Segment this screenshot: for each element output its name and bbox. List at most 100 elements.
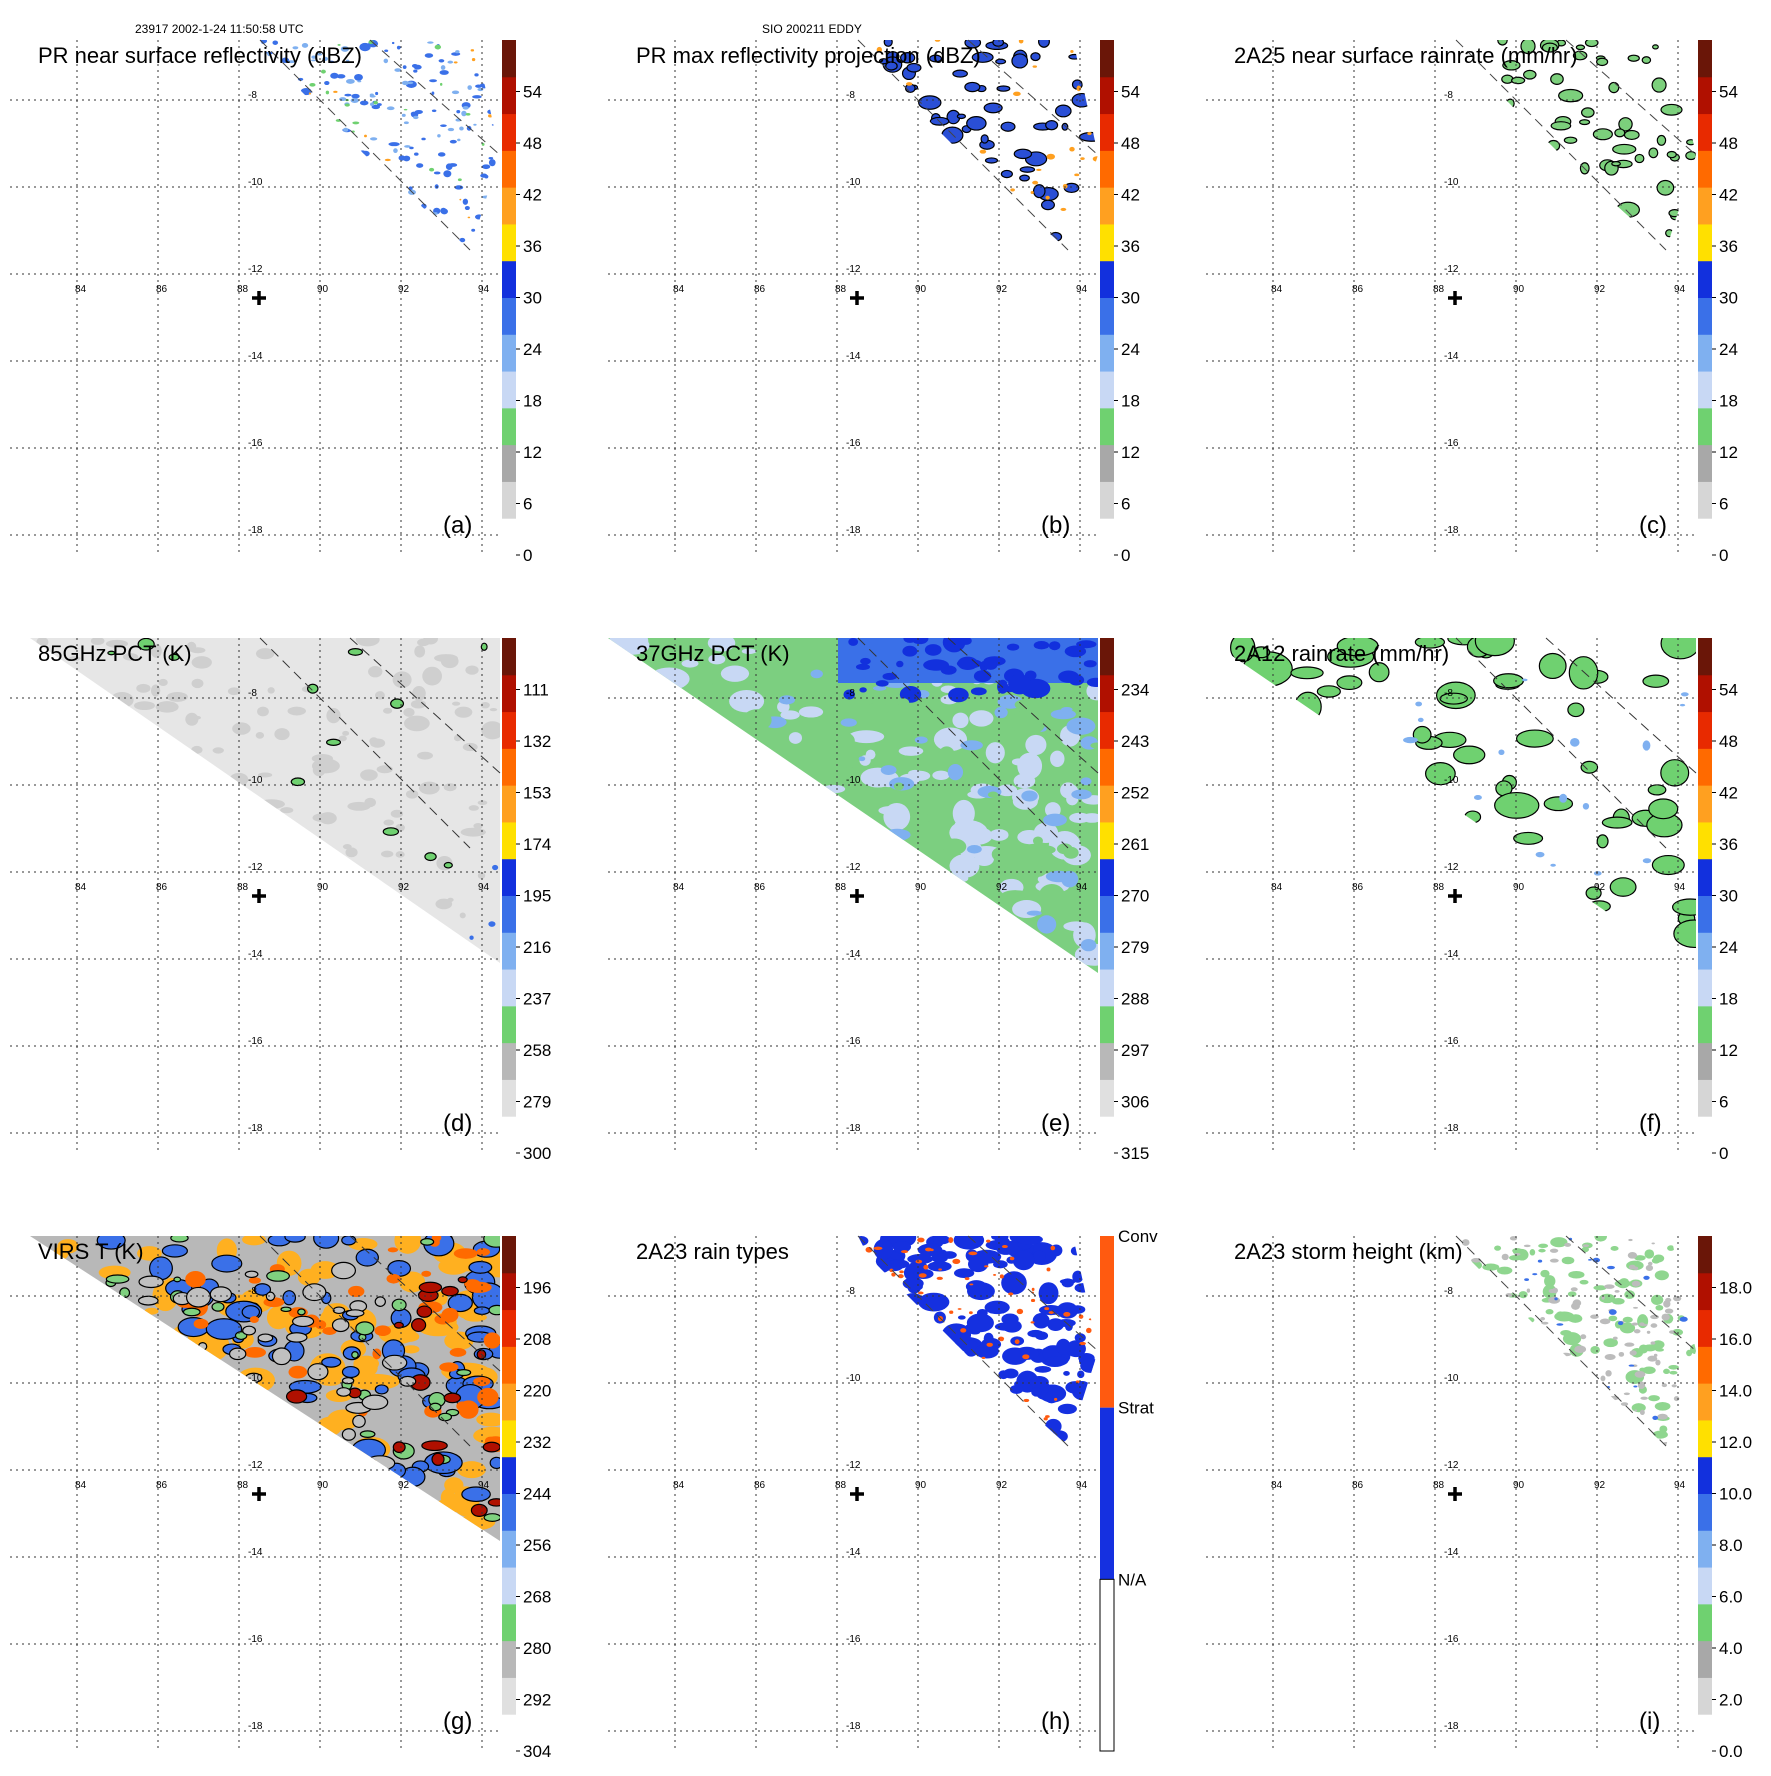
lon-tick-label: 86 xyxy=(754,882,766,893)
lat-tick-label: -8 xyxy=(846,688,855,699)
colorbar-label: 258 xyxy=(523,1041,551,1060)
lon-tick-label: 84 xyxy=(1271,882,1283,893)
colorbar-label: Conv xyxy=(1118,1227,1158,1246)
lon-tick-label: 92 xyxy=(1594,1480,1606,1491)
lat-tick-label: -8 xyxy=(248,90,257,101)
lat-tick-label: -18 xyxy=(248,1123,263,1134)
panel-title: 2A23 storm height (km) xyxy=(1234,1239,1463,1264)
colorbar-label: 208 xyxy=(523,1330,551,1349)
lon-tick-label: 90 xyxy=(1513,284,1525,295)
colorbar-label: 42 xyxy=(1121,186,1140,205)
lat-lon-grid xyxy=(1206,1236,1696,1751)
lat-tick-label: -16 xyxy=(1444,1036,1459,1047)
lat-tick-label: -14 xyxy=(846,949,861,960)
lon-tick-label: 92 xyxy=(996,882,1008,893)
tmi-swath xyxy=(1206,638,1696,973)
colorbar: 234 243 252 261 270 279 288 297 306 315 xyxy=(1100,638,1149,1163)
colorbar-label: 24 xyxy=(1121,340,1140,359)
colorbar: Conv Strat N/A xyxy=(1099,1227,1158,1752)
lat-tick-label: -10 xyxy=(846,775,861,786)
lon-tick-label: 84 xyxy=(75,284,87,295)
lat-tick-label: -12 xyxy=(846,862,861,873)
colorbar-label: 279 xyxy=(523,1093,551,1112)
colorbar-label: 54 xyxy=(1121,83,1140,102)
panel-title: 2A25 near surface rainrate (mm/hr) xyxy=(1234,43,1578,68)
panel-title: VIRS T (K) xyxy=(38,1239,144,1264)
lon-tick-label: 88 xyxy=(237,1480,249,1491)
colorbar-label: 18 xyxy=(523,392,542,411)
storm-center-marker xyxy=(1448,1487,1462,1501)
colorbar-label: 6 xyxy=(523,495,532,514)
lat-tick-label: -12 xyxy=(1444,1460,1459,1471)
swath-field xyxy=(609,638,1098,966)
lon-tick-label: 84 xyxy=(75,882,87,893)
lon-tick-label: 88 xyxy=(835,1480,847,1491)
lat-tick-label: -18 xyxy=(846,1123,861,1134)
lat-tick-label: -14 xyxy=(248,351,263,362)
lon-tick-label: 86 xyxy=(156,882,168,893)
colorbar-label: 220 xyxy=(523,1382,551,1401)
map-panel: 84 86 88 90 92 94 -8 -10 -12 -14 -16 -18 2A23 storm … xyxy=(1206,1235,1752,1761)
lat-tick-label: -8 xyxy=(846,90,855,101)
colorbar: 18.0 16.0 14.0 12.0 10.0 8.0 6.0 4.0 2.0 0.0 xyxy=(1698,1236,1752,1761)
lat-lon-grid xyxy=(1206,40,1696,555)
lat-lon-grid xyxy=(608,1236,1098,1751)
colorbar-label: 24 xyxy=(523,340,542,359)
lon-tick-label: 92 xyxy=(996,284,1008,295)
lat-tick-label: -18 xyxy=(248,525,263,536)
lat-tick-label: -16 xyxy=(1444,438,1459,449)
swath-field xyxy=(1230,638,1696,949)
lat-tick-label: -10 xyxy=(1444,775,1459,786)
panel-label: (h) xyxy=(1041,1708,1070,1735)
pr-swath xyxy=(260,40,496,243)
lat-tick-label: -18 xyxy=(1444,1123,1459,1134)
lon-tick-label: 88 xyxy=(1433,284,1445,295)
colorbar-label: 315 xyxy=(1121,1144,1149,1163)
lon-tick-label: 86 xyxy=(1352,882,1364,893)
lat-tick-label: -16 xyxy=(248,1036,263,1047)
lat-tick-label: -14 xyxy=(846,351,861,362)
lat-tick-label: -10 xyxy=(248,177,263,188)
lon-tick-label: 86 xyxy=(156,284,168,295)
lat-lon-grid xyxy=(10,40,500,555)
colorbar-label: 111 xyxy=(523,681,549,700)
lon-tick-label: 88 xyxy=(835,284,847,295)
colorbar-label: 12.0 xyxy=(1719,1433,1752,1452)
lon-tick-label: 90 xyxy=(317,1480,329,1491)
map-panel: 84 86 88 90 92 94 -8 -10 -12 -14 -16 -18 2A12 rainra… xyxy=(1206,637,1738,1163)
lon-tick-label: 94 xyxy=(1076,1480,1088,1491)
colorbar-label: 30 xyxy=(1121,289,1140,308)
colorbar-label: 297 xyxy=(1121,1041,1149,1060)
lon-tick-label: 84 xyxy=(75,1480,87,1491)
colorbar-label: 292 xyxy=(523,1691,551,1710)
lat-tick-label: -18 xyxy=(846,1721,861,1732)
lon-tick-label: 94 xyxy=(1076,284,1088,295)
lat-tick-label: -14 xyxy=(846,1547,861,1558)
colorbar-label: 252 xyxy=(1121,784,1149,803)
storm-center-marker xyxy=(252,1487,266,1501)
pr-swath xyxy=(1461,1236,1696,1446)
pr-swath xyxy=(876,40,1098,242)
orbit-header: 23917 2002-1-24 11:50:58 UTC xyxy=(135,22,304,36)
lat-tick-label: -16 xyxy=(846,438,861,449)
colorbar-label: 16.0 xyxy=(1719,1330,1752,1349)
colorbar-label: 12 xyxy=(1719,1041,1738,1060)
lon-tick-label: 94 xyxy=(1674,882,1686,893)
pr-swath xyxy=(858,1236,1098,1443)
colorbar-label: 6 xyxy=(1719,1093,1728,1112)
colorbar-label: 234 xyxy=(1121,681,1149,700)
lat-tick-label: -12 xyxy=(248,862,263,873)
lat-tick-label: -12 xyxy=(846,264,861,275)
lat-tick-label: -18 xyxy=(1444,525,1459,536)
colorbar-label: 36 xyxy=(1719,835,1738,854)
lat-tick-label: -10 xyxy=(248,775,263,786)
lat-tick-label: -12 xyxy=(1444,264,1459,275)
map-panel: 84 86 88 90 92 94 -8 -10 -12 -14 -16 -18 VIRS T (K) (… xyxy=(10,1235,551,1761)
pr-swath xyxy=(1497,40,1696,238)
colorbar-label: 54 xyxy=(523,83,542,102)
lat-tick-label: -12 xyxy=(1444,862,1459,873)
colorbar-label: 24 xyxy=(1719,340,1738,359)
panel-title: PR near surface reflectivity (dBZ) xyxy=(38,43,362,68)
lon-tick-label: 84 xyxy=(1271,284,1283,295)
map-panel: 84 86 88 90 92 94 -8 -10 -12 -14 -16 -18 2A25 near s… xyxy=(1206,39,1738,565)
